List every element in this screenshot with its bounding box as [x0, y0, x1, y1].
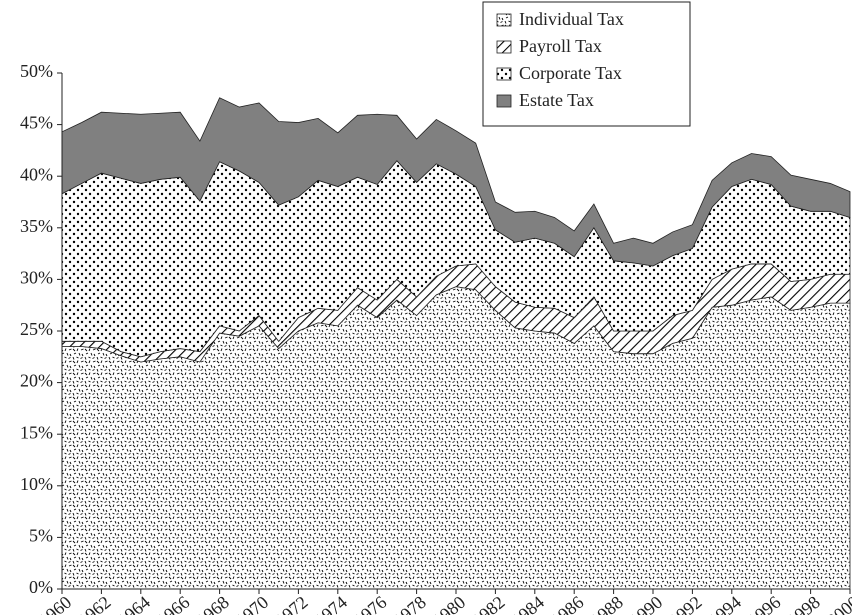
x-tick-label: 1972 — [271, 592, 311, 615]
legend-label: Individual Tax — [519, 9, 624, 29]
y-tick-label: 30% — [20, 268, 53, 288]
y-tick-label: 35% — [20, 216, 53, 236]
plot-area — [61, 97, 851, 590]
x-tick-label: 1982 — [468, 592, 508, 615]
area — [61, 97, 851, 267]
y-tick-label: 40% — [20, 164, 53, 184]
legend-swatch — [496, 40, 512, 54]
y-tick-label: 20% — [20, 371, 53, 391]
x-tick-label: 1980 — [429, 592, 469, 615]
legend: Individual Tax Payroll Tax Corporate Tax Es… — [482, 1, 691, 127]
y-tick-label: 0% — [29, 577, 53, 597]
x-tick-label: 2000 — [823, 592, 852, 615]
y-tick-label: 25% — [20, 319, 53, 339]
x-tick-label: 1974 — [311, 592, 351, 615]
x-tick-label: 1984 — [508, 592, 548, 615]
x-tick-label: 1994 — [705, 592, 745, 615]
x-tick-label: 1968 — [192, 592, 232, 615]
x-tick-label: 1966 — [153, 592, 193, 615]
legend-label: Corporate Tax — [519, 63, 622, 83]
legend-label: Payroll Tax — [519, 36, 602, 56]
x-tick-label: 1988 — [586, 592, 626, 615]
y-tick-label: 15% — [20, 422, 53, 442]
x-tick-label: 1976 — [350, 592, 390, 615]
x-tick-label: 1998 — [783, 592, 823, 615]
y-tick-label: 45% — [20, 113, 53, 133]
x-tick-label: 1978 — [389, 592, 429, 615]
legend-swatch — [496, 67, 512, 81]
y-tick-label: 50% — [20, 61, 53, 81]
y-tick-label: 10% — [20, 474, 53, 494]
x-tick-label: 1962 — [74, 592, 114, 615]
legend-swatch — [496, 94, 512, 108]
x-tick-label: 1992 — [665, 592, 705, 615]
x-tick-label: 1986 — [547, 592, 587, 615]
y-tick-label: 5% — [29, 526, 53, 546]
legend-label: Estate Tax — [519, 90, 594, 110]
x-tick-label: 1964 — [114, 592, 154, 615]
axes: 0%5%10%15%20%25%30%35%40%45%50%196019621… — [20, 61, 852, 615]
legend-swatch — [496, 13, 512, 27]
x-tick-label: 1996 — [744, 592, 784, 615]
legend-box — [482, 1, 691, 127]
x-tick-label: 1990 — [626, 592, 666, 615]
x-tick-label: 1970 — [232, 592, 272, 615]
